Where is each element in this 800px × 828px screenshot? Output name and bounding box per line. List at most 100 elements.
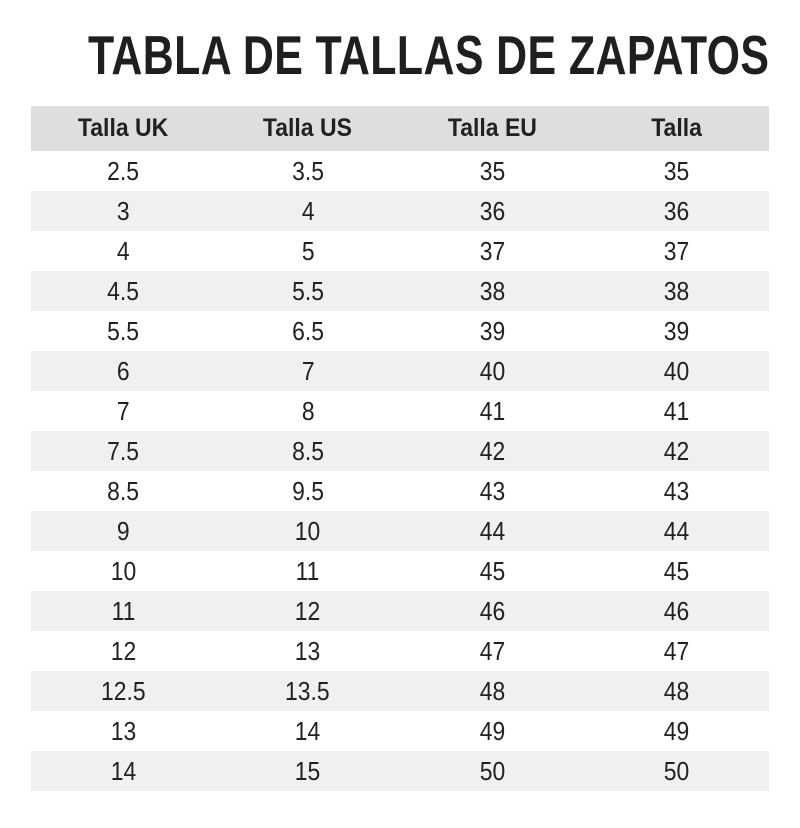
table-cell: 9.5 — [216, 471, 401, 511]
table-cell: 46 — [585, 591, 770, 631]
table-row: 10 11 45 45 — [31, 551, 769, 591]
table-cell-value: 12 — [110, 635, 136, 666]
table-cell: 5.5 — [216, 271, 401, 311]
page-title: TABLA DE TALLAS DE ZAPATOS — [88, 24, 770, 86]
table-cell-value: 13 — [295, 635, 321, 666]
table-cell: 43 — [400, 471, 585, 511]
table-cell: 14 — [216, 711, 401, 751]
table-cell: 7 — [216, 351, 401, 391]
table-cell-value: 6 — [116, 355, 130, 386]
table-cell: 11 — [31, 591, 216, 631]
table-row: 8.5 9.5 43 43 — [31, 471, 769, 511]
table-cell-value: 42 — [664, 435, 690, 466]
table-cell-value: 40 — [479, 355, 505, 386]
table-cell-value: 5.5 — [107, 315, 140, 346]
column-header-talla: Talla — [585, 106, 770, 151]
table-cell: 48 — [585, 671, 770, 711]
table-cell-value: 44 — [479, 515, 505, 546]
table-row: 3 4 36 36 — [31, 191, 769, 231]
table-cell: 3.5 — [216, 151, 401, 191]
table-cell-value: 49 — [479, 715, 505, 746]
table-cell-value: 40 — [664, 355, 690, 386]
table-cell: 4 — [31, 231, 216, 271]
table-cell-value: 4 — [301, 195, 315, 226]
table-cell-value: 41 — [664, 395, 690, 426]
table-row: 12.5 13.5 48 48 — [31, 671, 769, 711]
table-cell: 9 — [31, 511, 216, 551]
table-cell-value: 49 — [664, 715, 690, 746]
table-row: 13 14 49 49 — [31, 711, 769, 751]
table-cell: 10 — [31, 551, 216, 591]
table-cell-value: 46 — [479, 595, 505, 626]
table-cell: 7.5 — [31, 431, 216, 471]
table-cell-value: 35 — [479, 155, 505, 186]
table-cell: 44 — [585, 511, 770, 551]
table-row: 6 7 40 40 — [31, 351, 769, 391]
table-cell-value: 14 — [295, 715, 321, 746]
table-cell: 40 — [400, 351, 585, 391]
table-row: 4.5 5.5 38 38 — [31, 271, 769, 311]
table-cell: 14 — [31, 751, 216, 791]
table-cell: 45 — [585, 551, 770, 591]
table-cell: 39 — [585, 311, 770, 351]
table-cell: 8 — [216, 391, 401, 431]
table-cell-value: 37 — [664, 235, 690, 266]
table-cell-value: 48 — [664, 675, 690, 706]
table-cell: 12.5 — [31, 671, 216, 711]
table-cell: 43 — [585, 471, 770, 511]
column-header-label: Talla US — [263, 114, 353, 142]
column-header-talla-eu: Talla EU — [400, 106, 585, 151]
table-cell-value: 3 — [116, 195, 130, 226]
table-cell: 44 — [400, 511, 585, 551]
table-cell: 7 — [31, 391, 216, 431]
table-cell-value: 48 — [479, 675, 505, 706]
table-cell-value: 7 — [301, 355, 315, 386]
column-header-label: Talla UK — [78, 114, 169, 142]
size-chart-page: TABLA DE TALLAS DE ZAPATOS Talla UK Talla… — [0, 28, 800, 828]
table-cell-value: 9 — [116, 515, 130, 546]
table-cell: 11 — [216, 551, 401, 591]
table-cell: 8.5 — [216, 431, 401, 471]
table-cell-value: 38 — [479, 275, 505, 306]
table-cell: 41 — [585, 391, 770, 431]
table-cell-value: 12 — [295, 595, 321, 626]
table-cell: 35 — [400, 151, 585, 191]
table-cell: 49 — [400, 711, 585, 751]
table-cell: 36 — [400, 191, 585, 231]
table-cell-value: 7 — [116, 395, 130, 426]
table-row: 5.5 6.5 39 39 — [31, 311, 769, 351]
table-cell: 47 — [585, 631, 770, 671]
table-cell: 37 — [585, 231, 770, 271]
table-cell-value: 3.5 — [291, 155, 324, 186]
table-cell-value: 12.5 — [100, 675, 146, 706]
column-header-label: Talla — [651, 114, 703, 142]
table-cell-value: 5 — [301, 235, 315, 266]
table-row: 4 5 37 37 — [31, 231, 769, 271]
table-row: 14 15 50 50 — [31, 751, 769, 791]
table-cell: 2.5 — [31, 151, 216, 191]
table-cell: 6 — [31, 351, 216, 391]
table-cell-value: 42 — [479, 435, 505, 466]
table-row: 12 13 47 47 — [31, 631, 769, 671]
table-cell-value: 7.5 — [107, 435, 140, 466]
table-cell-value: 4 — [116, 235, 130, 266]
table-cell-value: 41 — [479, 395, 505, 426]
table-cell-value: 45 — [664, 555, 690, 586]
table-cell-value: 5.5 — [291, 275, 324, 306]
table-cell-value: 9.5 — [291, 475, 324, 506]
table-cell-value: 2.5 — [107, 155, 140, 186]
table-cell-value: 8.5 — [107, 475, 140, 506]
table-cell-value: 39 — [664, 315, 690, 346]
table-cell-value: 38 — [664, 275, 690, 306]
table-cell: 15 — [216, 751, 401, 791]
table-cell-value: 4.5 — [107, 275, 140, 306]
column-header-talla-uk: Talla UK — [31, 106, 216, 151]
table-cell: 48 — [400, 671, 585, 711]
table-cell: 36 — [585, 191, 770, 231]
table-body: 2.5 3.5 35 35 3 4 36 36 4 5 37 37 4.5 5.5 38 38 5.5 6.5 39… — [31, 151, 769, 791]
size-chart-table: Talla UK Talla US Talla EU Talla 2.5 3.5 35 35… — [31, 106, 769, 791]
table-cell-value: 8 — [301, 395, 315, 426]
table-cell: 5 — [216, 231, 401, 271]
table-cell-value: 43 — [664, 475, 690, 506]
table-cell-value: 13.5 — [285, 675, 331, 706]
